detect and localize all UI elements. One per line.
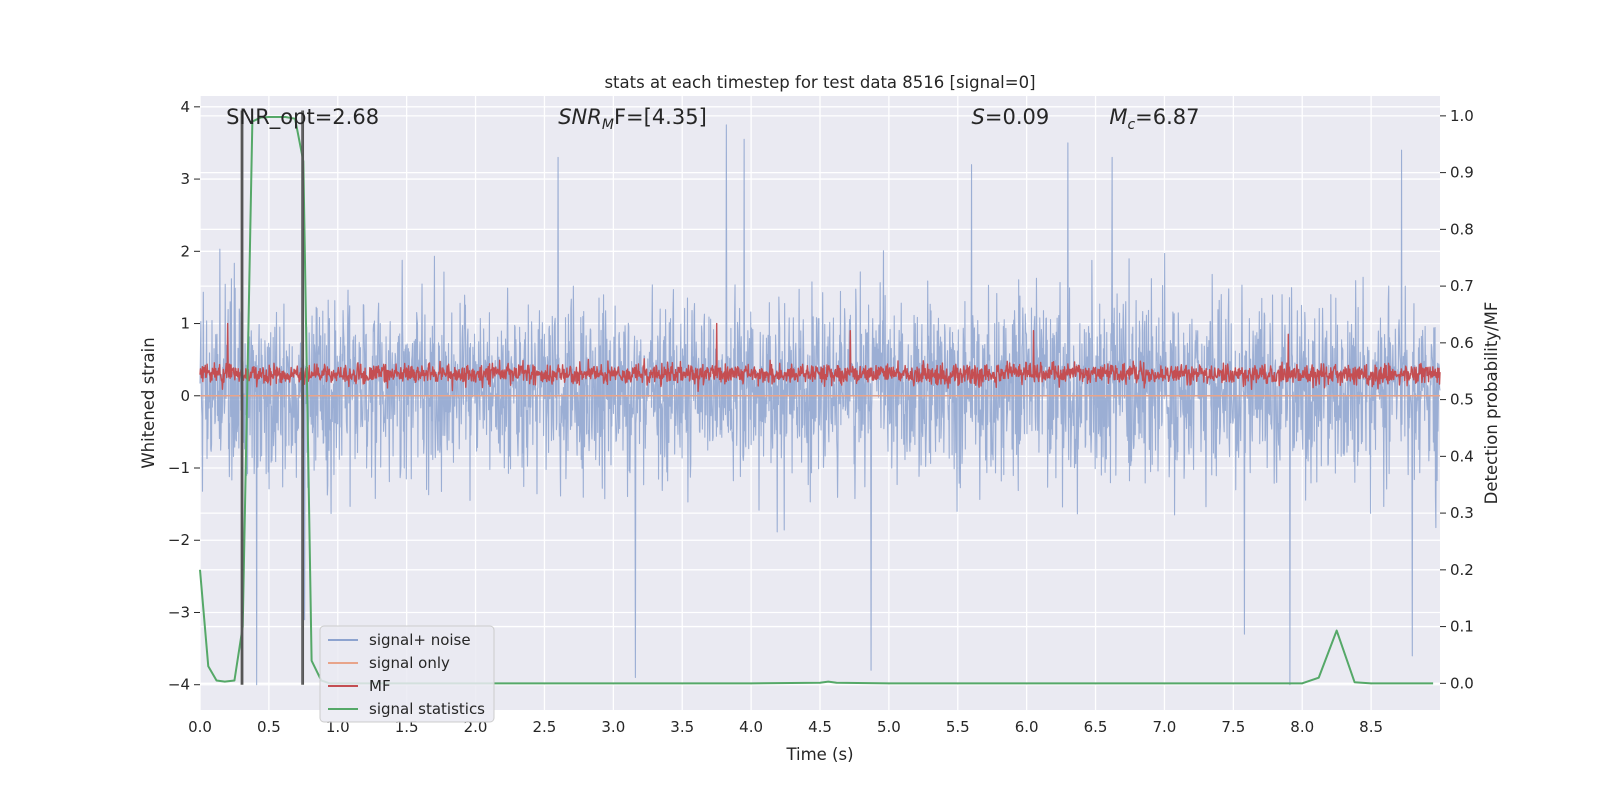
chart-title: stats at each timestep for test data 851… — [604, 73, 1035, 92]
y-right-tick-label: 0.7 — [1450, 277, 1474, 295]
legend-item-signal-noise: signal+ noise — [328, 631, 471, 649]
x-tick-label: 7.5 — [1221, 718, 1245, 736]
x-tick-label: 0.0 — [188, 718, 212, 736]
svg-text:signal statistics: signal statistics — [369, 700, 485, 718]
y-right-tick-label: 0.5 — [1450, 391, 1474, 409]
y-right-tick-label: 0.2 — [1450, 561, 1474, 579]
y-right-axis-label: Detection probability/MF — [1482, 302, 1501, 505]
x-tick-label: 3.5 — [670, 718, 694, 736]
x-tick-label: 8.0 — [1290, 718, 1314, 736]
y-right-tick-label: 0.0 — [1450, 674, 1474, 692]
y-tick-label: 2 — [180, 242, 190, 260]
y-tick-label: 3 — [180, 170, 190, 188]
y-right-tick-label: 0.8 — [1450, 220, 1474, 238]
annotations: SNR_opt=2.68 SNRMF=[4.35] S=0.09 Mc=6.87 — [226, 105, 1199, 133]
y-right-tick-label: 1.0 — [1450, 107, 1474, 125]
annotation-snr-mf: SNRMF=[4.35] — [558, 105, 707, 133]
svg-text:signal+ noise: signal+ noise — [369, 631, 471, 649]
y-right-tick-label: 0.3 — [1450, 504, 1474, 522]
x-tick-label: 6.5 — [1084, 718, 1108, 736]
svg-text:signal only: signal only — [369, 654, 450, 672]
y-tick-label: −3 — [168, 603, 190, 621]
y-right-tick-label: 0.1 — [1450, 618, 1474, 636]
annotation-mc-value: Mc=6.87 — [1109, 105, 1199, 133]
y-tick-label: 4 — [180, 98, 190, 116]
y-tick-label: −4 — [168, 676, 190, 694]
annotation-s-value: S=0.09 — [972, 105, 1050, 129]
x-tick-label: 0.5 — [257, 718, 281, 736]
y-tick-label: −2 — [168, 531, 190, 549]
series-mf — [199, 322, 1441, 393]
y-tick-label: −1 — [168, 459, 190, 477]
legend-box — [319, 625, 495, 723]
x-axis-label: Time (s) — [785, 745, 853, 764]
y-tick-label: 1 — [180, 315, 190, 333]
x-tick-label: 4.5 — [808, 718, 832, 736]
y-right-tick-label: 0.6 — [1450, 334, 1474, 352]
annotation-snr-opt: SNR_opt=2.68 — [226, 105, 379, 130]
y-tick-label: 0 — [180, 387, 190, 405]
y-right-tick-label: 0.9 — [1450, 164, 1474, 182]
x-tick-label: 8.5 — [1359, 718, 1383, 736]
y-right-tick-label: 0.4 — [1450, 447, 1474, 465]
svg-text:MF: MF — [369, 677, 391, 695]
y-axis-label: Whitened strain — [139, 337, 158, 468]
legend: signal+ noise signal only MF signal stat… — [319, 625, 495, 723]
x-tick-label: 3.0 — [601, 718, 625, 736]
axes: 0.0 0.5 1.0 1.5 2.0 2.5 3.0 3.5 4.0 4.5 5.0 5.5 6.0 6… — [168, 98, 1474, 736]
x-tick-label: 4.0 — [739, 718, 763, 736]
vertical-markers — [240, 110, 305, 685]
x-tick-label: 6.0 — [1015, 718, 1039, 736]
legend-item-mf: MF — [328, 677, 391, 695]
legend-item-signal-only: signal only — [328, 654, 450, 672]
x-tick-label: 2.5 — [533, 718, 557, 736]
x-tick-label: 7.0 — [1153, 718, 1177, 736]
x-tick-label: 5.5 — [946, 718, 970, 736]
legend-item-signal-statistics: signal statistics — [328, 700, 485, 718]
x-tick-label: 5.0 — [877, 718, 901, 736]
